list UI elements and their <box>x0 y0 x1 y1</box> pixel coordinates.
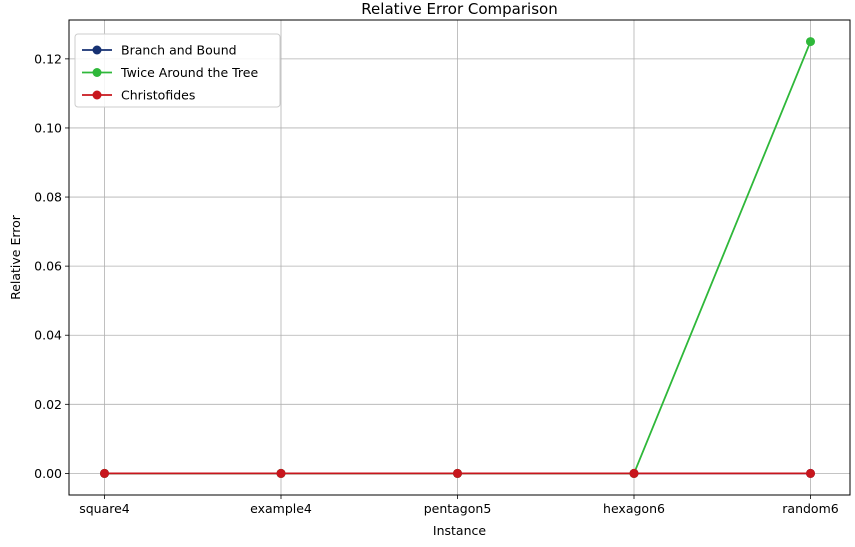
x-tick-label: pentagon5 <box>424 501 492 516</box>
x-tick-label: random6 <box>782 501 838 516</box>
y-tick-label: 0.00 <box>34 466 62 481</box>
legend-item: Branch and Bound <box>82 43 237 58</box>
y-axis-label: Relative Error <box>8 214 23 300</box>
legend-box <box>74 33 281 108</box>
legend-marker <box>92 45 102 55</box>
x-tick-label: hexagon6 <box>603 501 665 516</box>
chart-title: Relative Error Comparison <box>361 0 557 18</box>
plot-frame <box>68 19 851 496</box>
legend-marker <box>92 90 102 100</box>
legend: Branch and Bound Twice Around the Tree Chr… <box>74 33 281 108</box>
series-christofides <box>100 468 815 478</box>
data-point <box>629 468 639 478</box>
legend-label: Branch and Bound <box>121 43 237 58</box>
x-axis-label: Instance <box>433 523 486 538</box>
y-tick-label: 0.04 <box>34 328 62 343</box>
axis-ticks: square4 example4 pentagon5 hexagon6 random6 0… <box>34 51 839 516</box>
legend-marker <box>92 68 102 77</box>
data-point <box>100 468 109 478</box>
y-tick-label: 0.12 <box>34 51 62 66</box>
legend-label: Christofides <box>121 88 195 103</box>
data-point <box>806 468 815 478</box>
y-tick-label: 0.02 <box>34 397 62 412</box>
legend-label: Twice Around the Tree <box>120 65 258 80</box>
y-tick-label: 0.08 <box>34 190 62 205</box>
legend-item: Twice Around the Tree <box>82 65 258 80</box>
data-point <box>453 468 462 478</box>
x-tick-label: example4 <box>250 501 312 516</box>
y-tick-label: 0.10 <box>34 120 62 135</box>
data-point <box>806 37 815 47</box>
plot-series <box>100 37 815 478</box>
x-tick-label: square4 <box>79 501 130 516</box>
y-tick-label: 0.06 <box>34 259 62 274</box>
data-point <box>276 468 286 478</box>
legend-item: Christofides <box>82 88 195 103</box>
